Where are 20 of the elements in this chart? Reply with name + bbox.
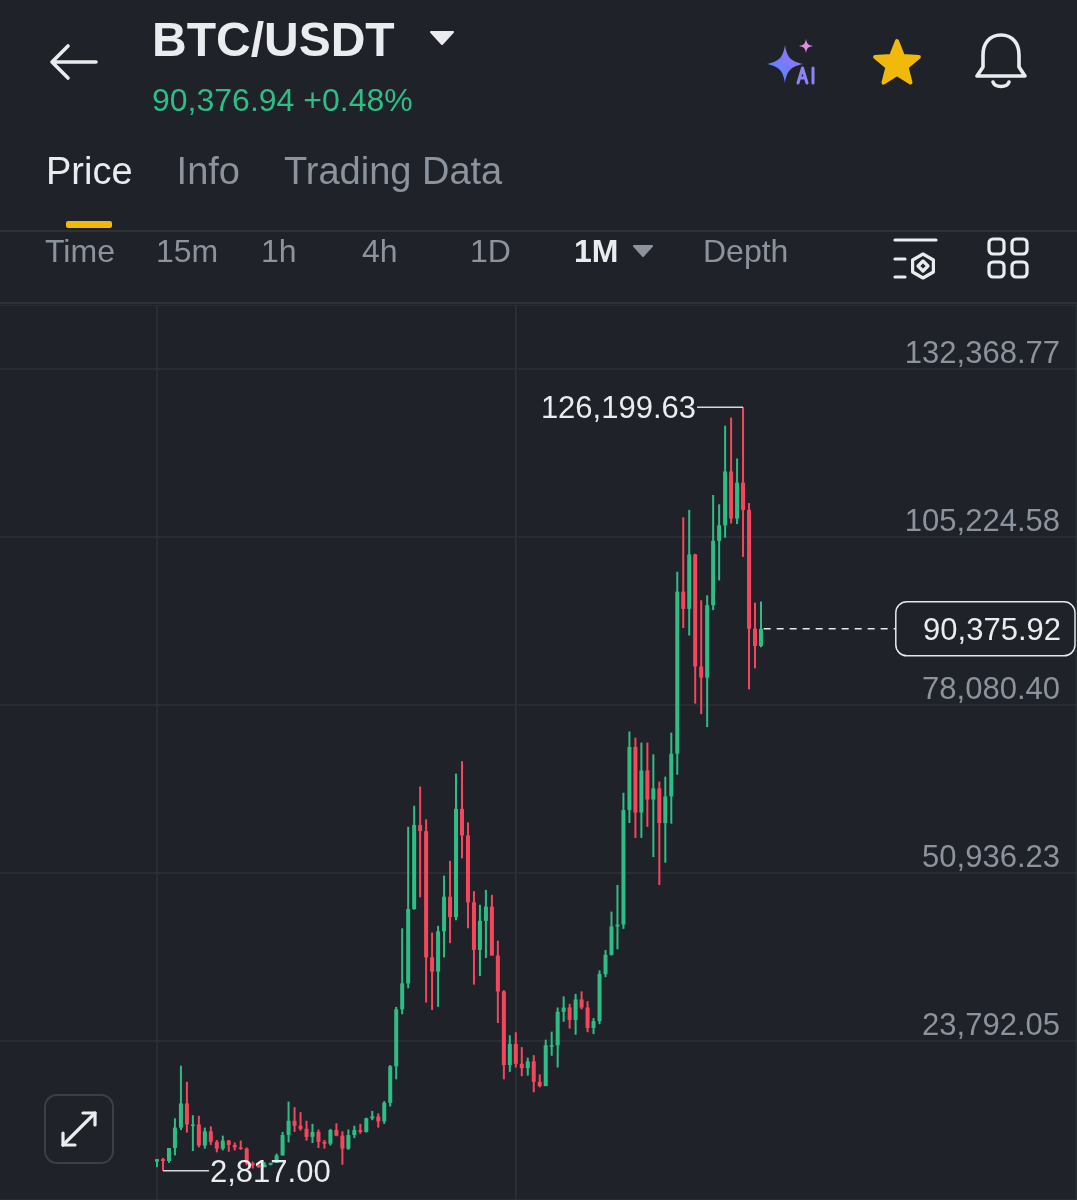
chart-title: BTC/USDT — [152, 13, 395, 66]
y-tick-label: 78,080.40 — [922, 670, 1060, 706]
text: 4h — [362, 233, 398, 269]
text: 1D — [470, 233, 511, 269]
text: Trading Data — [283, 150, 503, 192]
chart-subtitle: 90,376.94 +0.48% — [152, 82, 413, 118]
y-tick-label: 105,224.58 — [904, 502, 1060, 538]
text: Info — [176, 150, 240, 192]
text: Price — [46, 150, 133, 192]
y-tick-label: 132,368.77 — [904, 334, 1060, 370]
text: Depth — [703, 233, 789, 269]
text: 15m — [156, 233, 219, 269]
y-tick-label: 50,936.23 — [922, 838, 1060, 874]
text: 1M — [574, 233, 619, 269]
y-tick-label: 23,792.05 — [922, 1006, 1060, 1042]
text: Time — [45, 233, 115, 269]
text: 1h — [261, 233, 297, 269]
ref-line-label: 90,375.92 — [923, 611, 1061, 647]
annotation: 126,199.63 — [540, 390, 697, 426]
annotation: 2,817.00 — [209, 1153, 331, 1189]
